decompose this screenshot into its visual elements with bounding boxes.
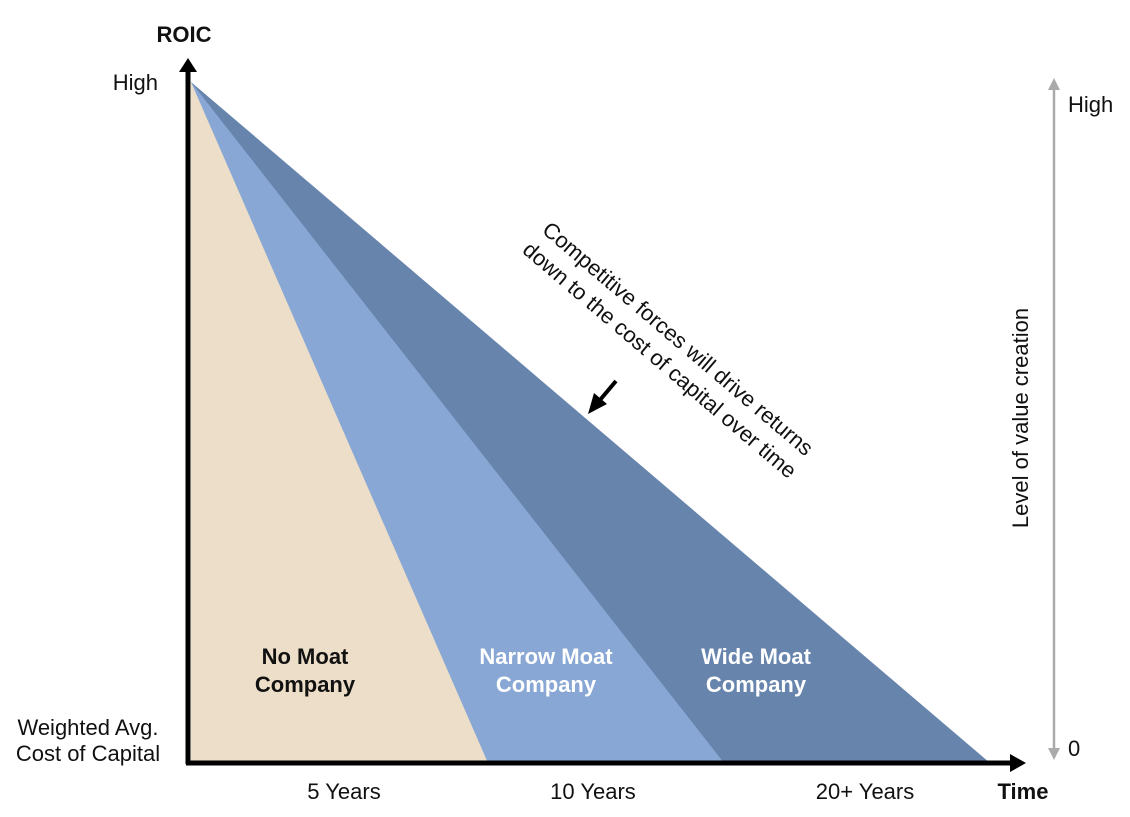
x-tick-label-20-years: 20+ Years bbox=[816, 779, 914, 804]
no-moat-label-line1: No Moat bbox=[262, 644, 349, 669]
y-axis-title: ROIC bbox=[157, 22, 212, 47]
narrow-moat-label-line1: Narrow Moat bbox=[479, 644, 613, 669]
y-axis-high-label: High bbox=[113, 70, 158, 95]
wacc-label-line2: Cost of Capital bbox=[16, 741, 160, 766]
x-axis-title: Time bbox=[998, 779, 1049, 804]
x-axis-arrowhead bbox=[1010, 754, 1026, 772]
x-tick-label-10-years: 10 Years bbox=[550, 779, 636, 804]
annotation-arrow-head bbox=[588, 393, 607, 414]
right-axis-top-arrowhead bbox=[1048, 78, 1060, 90]
annotation-arrow-shaft bbox=[598, 379, 618, 402]
wacc-label-line1: Weighted Avg. bbox=[17, 715, 158, 740]
right-axis-bottom-arrowhead bbox=[1048, 748, 1060, 760]
x-tick-label-5-years: 5 Years bbox=[307, 779, 380, 804]
right-axis-zero-label: 0 bbox=[1068, 736, 1080, 761]
no-moat-region bbox=[191, 82, 488, 763]
right-axis-high-label: High bbox=[1068, 92, 1113, 117]
wide-moat-label-line1: Wide Moat bbox=[701, 644, 811, 669]
y-axis-arrowhead bbox=[179, 58, 197, 72]
wide-moat-label-line2: Company bbox=[706, 672, 807, 697]
no-moat-label-line2: Company bbox=[255, 672, 356, 697]
narrow-moat-label-line2: Company bbox=[496, 672, 597, 697]
right-axis-title: Level of value creation bbox=[1008, 308, 1033, 528]
